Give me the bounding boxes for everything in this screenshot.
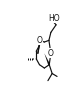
Polygon shape	[44, 53, 50, 65]
Text: O: O	[37, 36, 43, 45]
Text: O: O	[48, 49, 54, 58]
Text: HO: HO	[49, 14, 60, 23]
